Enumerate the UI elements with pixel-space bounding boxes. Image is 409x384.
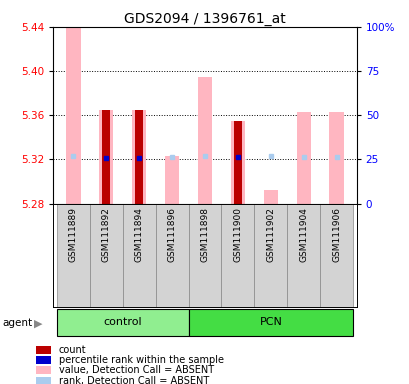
- Text: count: count: [58, 345, 86, 355]
- Bar: [164, 156, 179, 204]
- Bar: [263, 190, 278, 204]
- Bar: [102, 110, 110, 204]
- Bar: [188, 309, 353, 336]
- Text: GSM111889: GSM111889: [68, 207, 77, 262]
- Bar: [155, 204, 188, 307]
- Bar: [36, 346, 51, 354]
- Bar: [254, 204, 287, 307]
- Bar: [36, 356, 51, 364]
- Text: GSM111904: GSM111904: [299, 207, 308, 262]
- Text: GSM111896: GSM111896: [167, 207, 176, 262]
- Text: GSM111900: GSM111900: [233, 207, 242, 262]
- Bar: [89, 204, 122, 307]
- Bar: [329, 112, 344, 204]
- Bar: [230, 121, 245, 204]
- Bar: [36, 377, 51, 384]
- Bar: [320, 204, 353, 307]
- Bar: [36, 366, 51, 374]
- Text: GSM111894: GSM111894: [134, 207, 143, 262]
- Bar: [197, 76, 212, 204]
- Text: GSM111898: GSM111898: [200, 207, 209, 262]
- Bar: [188, 204, 221, 307]
- Bar: [131, 110, 146, 204]
- Bar: [99, 110, 113, 204]
- Text: ▶: ▶: [34, 318, 43, 328]
- Text: GSM111902: GSM111902: [266, 207, 275, 262]
- Bar: [233, 121, 241, 204]
- Bar: [56, 204, 89, 307]
- Bar: [65, 27, 80, 204]
- Bar: [135, 110, 143, 204]
- Title: GDS2094 / 1396761_at: GDS2094 / 1396761_at: [124, 12, 285, 26]
- Text: rank, Detection Call = ABSENT: rank, Detection Call = ABSENT: [58, 376, 208, 384]
- Bar: [221, 204, 254, 307]
- Text: control: control: [103, 317, 142, 327]
- Bar: [296, 112, 310, 204]
- Text: GSM111892: GSM111892: [101, 207, 110, 262]
- Text: agent: agent: [2, 318, 32, 328]
- Text: value, Detection Call = ABSENT: value, Detection Call = ABSENT: [58, 365, 213, 375]
- Bar: [56, 309, 188, 336]
- Text: GSM111906: GSM111906: [332, 207, 341, 262]
- Bar: [287, 204, 320, 307]
- Text: percentile rank within the sample: percentile rank within the sample: [58, 355, 223, 365]
- Bar: [122, 204, 155, 307]
- Text: PCN: PCN: [259, 317, 282, 327]
